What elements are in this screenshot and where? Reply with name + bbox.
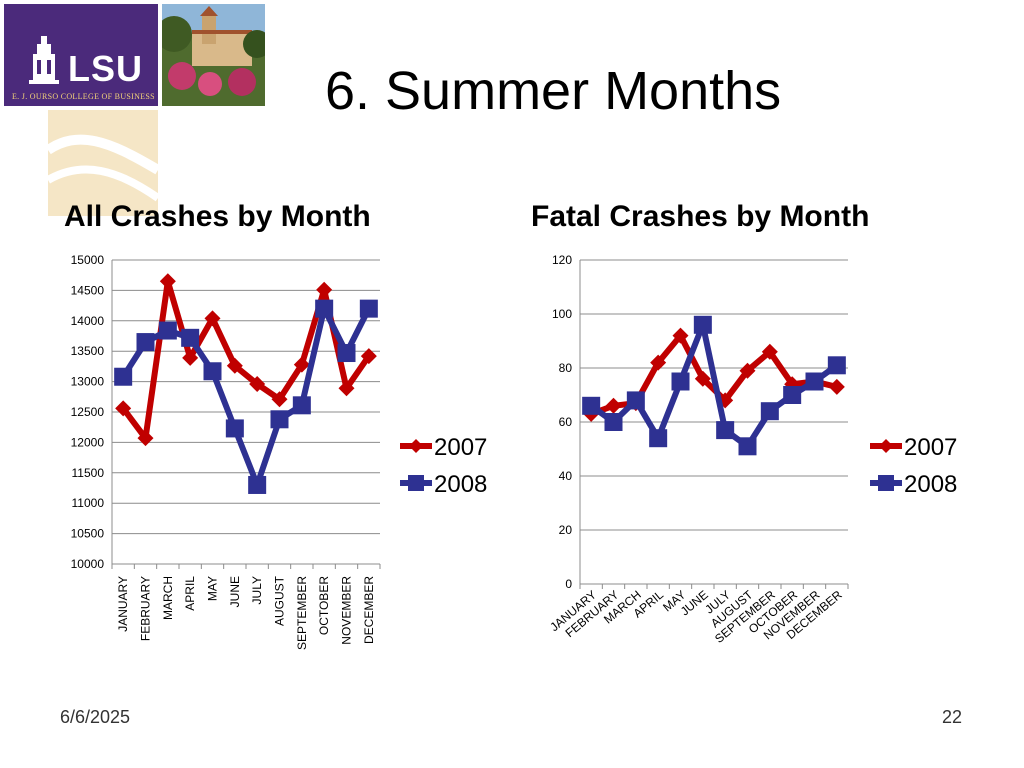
- legend-marker-2007: [409, 439, 423, 453]
- data-point-2008: [604, 413, 623, 431]
- data-point-2007: [293, 356, 310, 373]
- legend-marker-2007: [879, 439, 893, 453]
- data-point-2008: [626, 391, 645, 410]
- data-point-2008: [270, 410, 289, 429]
- page-number: 22: [941, 707, 962, 727]
- x-tick-label: SEPTEMBER: [295, 576, 309, 650]
- y-tick-label: 14000: [71, 314, 105, 328]
- chart-title-fatal-crashes: Fatal Crashes by Month: [531, 200, 870, 233]
- data-point-2007: [204, 310, 221, 327]
- logo-subtitle: E. J. OURSO COLLEGE OF BUSINESS: [12, 92, 155, 101]
- x-tick-label: MAY: [206, 576, 220, 601]
- data-point-2007: [316, 281, 333, 298]
- data-point-2008: [315, 299, 334, 318]
- data-point-2007: [360, 348, 377, 365]
- data-point-2007: [115, 400, 132, 417]
- y-tick-label: 11000: [72, 496, 105, 510]
- x-tick-label: OCTOBER: [317, 576, 331, 635]
- y-tick-label: 12000: [71, 435, 105, 449]
- data-point-2007: [761, 343, 778, 360]
- data-point-2008: [693, 315, 712, 334]
- logo-lettering: LSU: [68, 48, 143, 89]
- data-point-2008: [582, 396, 601, 415]
- data-point-2008: [181, 328, 200, 347]
- legend-marker-2008: [408, 475, 424, 491]
- x-tick-label: MARCH: [161, 576, 175, 620]
- data-point-2008: [203, 362, 222, 381]
- y-tick-label: 80: [559, 361, 573, 375]
- y-tick-label: 100: [552, 307, 572, 321]
- decorative-swoosh: [45, 110, 161, 216]
- campanile-emblem-icon: [29, 36, 59, 84]
- data-point-2008: [359, 299, 378, 318]
- data-point-2007: [605, 397, 622, 414]
- data-point-2008: [158, 321, 177, 340]
- y-tick-label: 11500: [72, 466, 105, 480]
- slide-title: 6. Summer Months: [325, 61, 782, 121]
- legend-label-2007: 2007: [904, 434, 957, 461]
- legend-label-2008: 2008: [434, 471, 487, 498]
- data-point-2008: [805, 372, 824, 391]
- x-tick-label: DECEMBER: [362, 576, 376, 644]
- data-point-2008: [649, 429, 668, 448]
- data-point-2007: [249, 376, 266, 393]
- data-point-2008: [248, 475, 267, 494]
- y-tick-label: 60: [559, 415, 573, 429]
- legend-label-2007: 2007: [434, 434, 487, 461]
- data-point-2008: [671, 372, 690, 391]
- data-point-2007: [672, 327, 689, 344]
- data-point-2008: [716, 421, 735, 440]
- x-tick-label: APRIL: [183, 576, 197, 611]
- data-point-2007: [137, 430, 154, 447]
- data-point-2007: [271, 391, 288, 408]
- data-point-2007: [338, 380, 355, 397]
- y-tick-label: 120: [552, 253, 572, 267]
- x-tick-label: JANUARY: [116, 576, 130, 632]
- all-crashes-line-chart: 10000 10500 11000 11500 12000 12500 13000 13500…: [71, 253, 488, 650]
- y-tick-label: 13000: [71, 375, 105, 389]
- data-point-2008: [114, 367, 133, 386]
- y-tick-label: 20: [559, 523, 573, 537]
- chart-title-all-crashes: All Crashes by Month: [64, 200, 371, 233]
- data-point-2008: [337, 344, 356, 363]
- data-point-2007: [739, 362, 756, 379]
- y-tick-label: 13500: [71, 344, 105, 358]
- data-point-2007: [159, 273, 176, 290]
- x-tick-label: AUGUST: [273, 575, 287, 626]
- y-tick-label: 14500: [71, 283, 105, 297]
- lsu-logo: LSU E. J. OURSO COLLEGE OF BUSINESS: [4, 4, 158, 106]
- data-point-2008: [827, 356, 846, 375]
- fatal-crashes-line-chart: 020406080100120JANUARYFEBRUARYMARCHAPRIL…: [547, 253, 957, 646]
- data-point-2007: [694, 370, 711, 387]
- data-point-2008: [783, 386, 802, 404]
- y-tick-label: 15000: [71, 253, 105, 267]
- y-tick-label: 40: [559, 469, 573, 483]
- y-tick-label: 12500: [71, 405, 105, 419]
- data-point-2007: [182, 349, 199, 366]
- x-tick-label: JUNE: [228, 576, 242, 607]
- x-tick-label: NOVEMBER: [340, 576, 354, 645]
- x-tick-label: FEBRUARY: [139, 576, 153, 641]
- y-tick-label: 10000: [71, 557, 105, 571]
- legend-label-2008: 2008: [904, 471, 957, 498]
- data-point-2008: [738, 437, 757, 456]
- x-tick-label: JULY: [250, 576, 264, 604]
- data-point-2007: [828, 378, 845, 395]
- data-point-2008: [136, 333, 155, 352]
- data-point-2007: [226, 357, 243, 374]
- legend-marker-2008: [878, 475, 894, 491]
- data-point-2007: [650, 354, 667, 371]
- data-point-2008: [225, 419, 244, 438]
- y-tick-label: 0: [565, 577, 572, 591]
- campus-photo: [162, 4, 265, 106]
- data-point-2008: [760, 402, 779, 421]
- footer-date: 6/6/2025: [60, 707, 131, 727]
- data-point-2008: [292, 396, 311, 415]
- y-tick-label: 10500: [71, 527, 105, 541]
